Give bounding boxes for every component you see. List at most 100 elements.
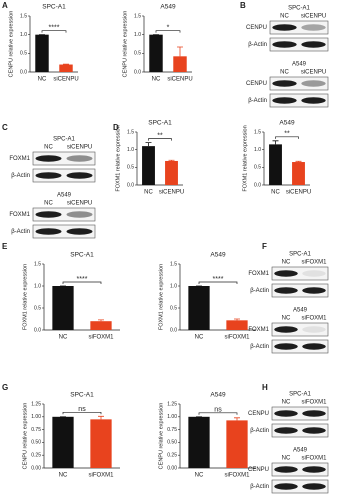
y-tick-label: 1.5 <box>34 261 41 267</box>
blot-band <box>274 270 298 277</box>
blot-box <box>271 322 329 337</box>
blot-band <box>66 172 93 179</box>
x-tick-label: siCENPU <box>167 77 192 83</box>
y-tick-label: 1.5 <box>254 129 261 135</box>
error-bar <box>234 417 240 421</box>
bar <box>269 144 282 185</box>
error-bar <box>272 140 279 145</box>
blot-band <box>274 343 298 350</box>
blot-band <box>66 211 93 218</box>
chart-title: SPC-A1 <box>70 252 94 259</box>
significance-label: **** <box>213 276 224 283</box>
blot-band <box>302 410 326 417</box>
row-label: β-Actin <box>11 173 30 179</box>
blot-band <box>301 97 326 104</box>
x-tick-label: siFOXM1 <box>224 473 250 479</box>
x-tick-label: NC <box>271 190 280 196</box>
row-label: FOXM1 <box>9 212 30 218</box>
y-tick-label: 0.00 <box>167 465 177 471</box>
significance-bracket <box>155 30 181 33</box>
lane-label: NC <box>282 316 291 322</box>
y-tick-label: 1.0 <box>134 32 141 38</box>
y-axis-label: CENPU relative expression <box>122 11 128 78</box>
significance-bracket <box>198 412 238 415</box>
y-tick-label: 1.5 <box>134 13 141 19</box>
significance-bracket <box>275 136 299 139</box>
chart-title: A549 <box>210 392 226 399</box>
blot-title: SPC-A1 <box>288 6 310 12</box>
y-tick-label: 0.0 <box>34 327 41 333</box>
lane-label: NC <box>282 456 291 462</box>
bar <box>226 420 248 468</box>
y-tick-label: 1.0 <box>20 32 27 38</box>
blot-band <box>272 24 297 31</box>
row-label: β-Actin <box>248 98 267 104</box>
blot-band <box>302 270 326 277</box>
significance-label: **** <box>49 25 60 32</box>
chart-title: SPC-A1 <box>42 4 66 11</box>
row-label: FOXM1 <box>248 271 269 277</box>
y-tick-label: 0.25 <box>167 453 177 459</box>
lane-label: siCENPU <box>67 145 92 151</box>
bar <box>35 34 49 72</box>
lane-label: siFOXM1 <box>301 260 327 266</box>
blot-band <box>35 228 62 235</box>
row-label: β-Actin <box>248 42 267 48</box>
error-bar <box>98 319 104 322</box>
blot-band <box>274 287 298 294</box>
blot-band <box>301 24 326 31</box>
y-tick-label: 1.0 <box>170 283 177 289</box>
y-tick-label: 1.00 <box>167 414 177 420</box>
y-tick-label: 0.50 <box>167 440 177 446</box>
lane-label: siFOXM1 <box>301 316 327 322</box>
significance-label: * <box>167 25 170 32</box>
blot-band <box>302 466 326 473</box>
bar <box>188 286 210 330</box>
row-label: β-Actin <box>250 288 269 294</box>
y-tick-label: 0.00 <box>31 465 41 471</box>
y-tick-label: 0.5 <box>20 51 27 57</box>
row-label: β-Actin <box>250 428 269 434</box>
blot-band <box>301 41 326 48</box>
y-tick-label: 1.00 <box>31 414 41 420</box>
chart-title: A549 <box>160 4 176 11</box>
x-tick-label: NC <box>59 335 68 341</box>
bar <box>188 416 210 468</box>
significance-label: **** <box>77 276 88 283</box>
blot-band <box>302 427 326 434</box>
blot-band <box>302 326 326 333</box>
row-label: CENPU <box>246 25 267 31</box>
x-tick-label: NC <box>38 77 47 83</box>
blot-box <box>271 339 329 354</box>
x-tick-label: siFOXM1 <box>88 473 114 479</box>
significance-bracket <box>62 411 102 415</box>
x-tick-label: NC <box>195 335 204 341</box>
blot-title: SPC-A1 <box>53 137 75 143</box>
blot-band <box>66 155 93 162</box>
row-label: CENPU <box>248 467 269 473</box>
significance-label: ** <box>157 132 163 139</box>
x-tick-label: siCENPU <box>159 190 184 196</box>
blot-box <box>271 266 329 281</box>
blot-band <box>302 483 326 490</box>
blot-title: SPC-A1 <box>289 392 311 398</box>
y-tick-label: 0.0 <box>127 182 134 188</box>
y-tick-label: 1.0 <box>127 147 134 153</box>
blot-box <box>269 76 329 91</box>
y-tick-label: 0.0 <box>170 327 177 333</box>
panel-label: E <box>2 242 8 251</box>
lane-label: NC <box>282 400 291 406</box>
bar <box>59 64 73 72</box>
panel-label: C <box>2 123 8 132</box>
chart-title: SPC-A1 <box>148 120 172 127</box>
blot-band <box>272 97 297 104</box>
lane-label: siCENPU <box>67 201 92 207</box>
y-tick-label: 0.0 <box>134 69 141 75</box>
panel-label: B <box>240 1 246 10</box>
bar <box>142 146 155 185</box>
y-tick-label: 1.25 <box>31 401 41 407</box>
chart-title: SPC-A1 <box>70 392 94 399</box>
y-tick-label: 1.0 <box>254 147 261 153</box>
row-label: β-Actin <box>250 344 269 350</box>
bar <box>226 320 248 330</box>
